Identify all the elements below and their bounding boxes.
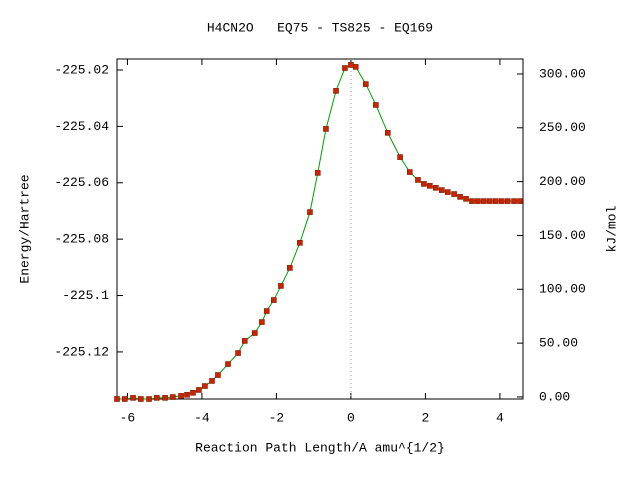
y-tick-label: -225.08 (54, 232, 109, 247)
point (373, 102, 379, 108)
point (170, 394, 176, 400)
point (307, 209, 313, 215)
point (278, 283, 284, 289)
y2-tick-label: 0.00 (539, 389, 570, 404)
point (146, 396, 152, 402)
point (297, 240, 303, 246)
point (363, 81, 369, 87)
point (421, 181, 427, 187)
point (241, 338, 248, 344)
y-tick-label: -225.06 (54, 175, 109, 190)
point (235, 350, 241, 356)
point (384, 130, 391, 136)
point (487, 198, 493, 204)
point (444, 189, 451, 195)
point (342, 65, 348, 71)
point (504, 198, 511, 204)
point (154, 395, 160, 401)
point (287, 265, 293, 271)
point (493, 198, 499, 204)
point (475, 198, 481, 204)
point (314, 170, 321, 176)
point (481, 198, 487, 204)
point (427, 183, 433, 189)
chart-title: H4CN2O EQ75 - TS825 - EQ169 (207, 20, 433, 35)
y2-axis-label: kJ/mol (604, 205, 619, 252)
x-tick-label: -2 (269, 410, 285, 425)
x-tick-label: -4 (194, 410, 210, 425)
point (469, 198, 475, 204)
y2-tick-label: 250.00 (539, 120, 586, 135)
point (415, 177, 421, 183)
point (271, 297, 277, 303)
point (114, 396, 120, 402)
y2-tick-label: 50.00 (539, 336, 578, 351)
plot-frame (116, 58, 524, 400)
x-tick-label: 0 (347, 410, 355, 425)
y-tick-label: -225.12 (54, 344, 109, 359)
y2-tick-label: 200.00 (539, 174, 586, 189)
point (138, 396, 144, 402)
point (406, 169, 413, 175)
point (498, 198, 505, 204)
point (348, 62, 354, 68)
point (511, 198, 517, 204)
point (457, 194, 463, 200)
point (202, 383, 208, 389)
series-line (117, 64, 521, 400)
point (252, 330, 258, 336)
y-tick-label: -225.1 (62, 288, 109, 303)
point (517, 198, 523, 204)
point (162, 395, 168, 401)
point (333, 88, 339, 94)
point (190, 389, 196, 396)
point (463, 196, 469, 202)
point (433, 185, 439, 191)
y-tick-label: -225.02 (54, 62, 109, 77)
x-tick-label: 4 (496, 410, 504, 425)
point (209, 378, 215, 384)
point (184, 391, 190, 398)
point (130, 395, 136, 401)
point (397, 154, 403, 160)
point (178, 393, 184, 399)
y2-tick-label: 150.00 (539, 228, 586, 243)
point (215, 372, 221, 378)
point (225, 361, 231, 367)
x-tick-label: 2 (422, 410, 430, 425)
y-tick-label: -225.04 (54, 119, 109, 134)
x-tick-label: -6 (120, 410, 136, 425)
point (451, 191, 457, 197)
point (122, 396, 128, 402)
y-axis-label: Energy/Hartree (17, 174, 32, 283)
point (352, 64, 359, 70)
y2-tick-label: 100.00 (539, 282, 586, 297)
point (259, 319, 265, 325)
point (196, 387, 202, 393)
point (263, 308, 270, 314)
point (323, 126, 329, 132)
y2-tick-label: 300.00 (539, 66, 586, 81)
x-axis-label: Reaction Path Length/A amu^{1/2} (195, 440, 445, 455)
point (438, 187, 445, 193)
